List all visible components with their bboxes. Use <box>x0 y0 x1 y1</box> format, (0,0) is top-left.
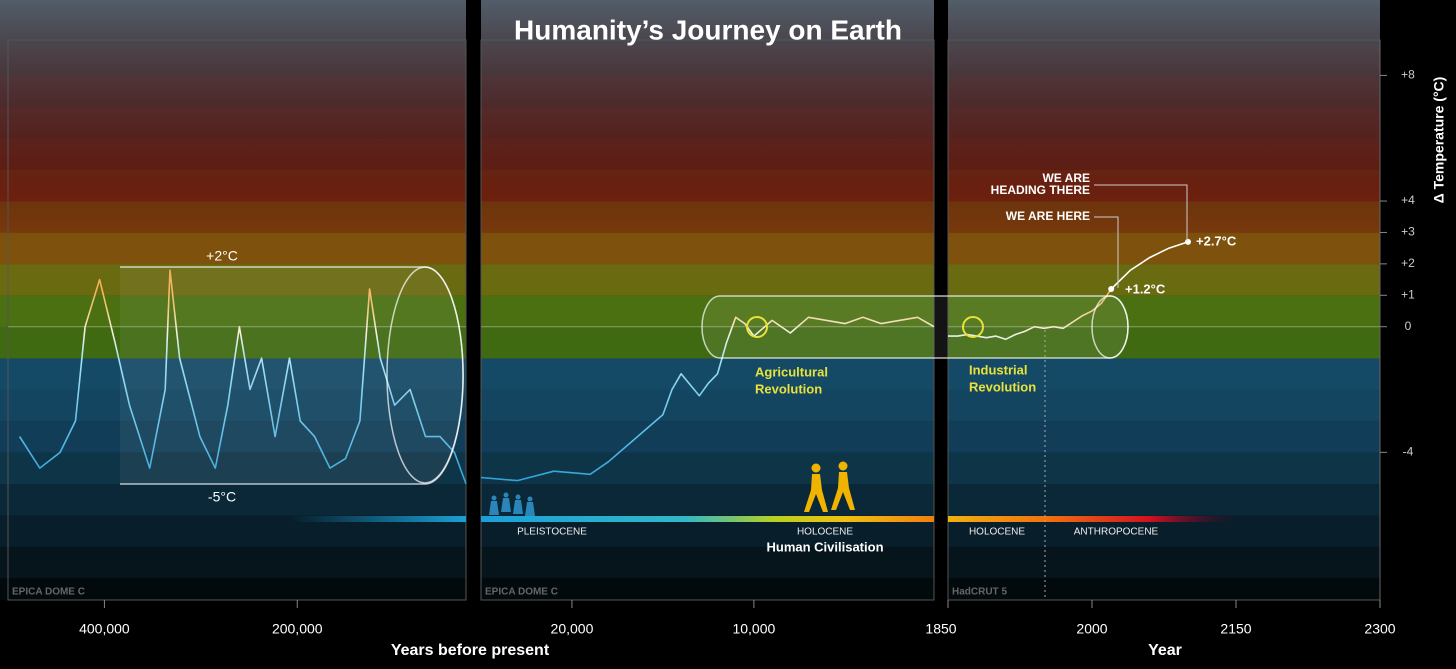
callout-line <box>1094 216 1119 288</box>
cylinder-label: +2°C <box>206 248 238 264</box>
source-label: EPICA DOME C <box>485 587 558 598</box>
event-marker <box>746 316 768 338</box>
figure-head <box>838 461 848 471</box>
x-tick-label: 20,000 <box>551 621 594 637</box>
stripe <box>0 295 1456 328</box>
value-label: +2.7°C <box>1196 233 1237 248</box>
callout-label: WE ARE HERE <box>1006 209 1090 223</box>
y-tick-label: +2 <box>1401 256 1415 270</box>
x-tick-label: 200,000 <box>272 621 323 637</box>
event-label: Agricultural <box>755 364 828 379</box>
panel-frame <box>7 39 467 601</box>
callout-label: WE ARE <box>1042 171 1090 185</box>
figure-head <box>811 463 821 473</box>
stripe <box>0 452 1456 485</box>
cylinder <box>701 295 1129 359</box>
event-label: Revolution <box>755 381 822 396</box>
stripe <box>0 358 1456 390</box>
stripe <box>0 546 1456 579</box>
figure-head <box>503 492 509 498</box>
epoch-label: HOLOCENE <box>969 527 1025 538</box>
y-tick-label: 0 <box>1405 319 1412 333</box>
figure-body <box>501 498 511 512</box>
x-tick-label: 400,000 <box>79 621 130 637</box>
epoch-label: ANTHROPOCENE <box>1074 527 1159 538</box>
cylinder-end <box>386 266 464 484</box>
figure-body <box>804 474 828 512</box>
stripe <box>0 484 1456 516</box>
gap <box>466 0 481 669</box>
current-point <box>1108 286 1115 293</box>
callout-line <box>1094 184 1188 241</box>
era-label: Human Civilisation <box>766 539 883 554</box>
x-axis-title: Year <box>1148 642 1182 659</box>
event-label: Revolution <box>969 379 1036 394</box>
projection-end <box>1185 238 1191 245</box>
y-tick-label: +1 <box>1401 287 1415 301</box>
y-tick-label: -4 <box>1403 445 1414 459</box>
x-tick-label: 2000 <box>1076 621 1107 637</box>
x-tick-label: 10,000 <box>732 621 775 637</box>
x-axis-title: Years before present <box>391 642 550 659</box>
epoch-label: HOLOCENE <box>797 527 853 538</box>
x-tick-label: 2150 <box>1220 621 1251 637</box>
epoch-bar <box>481 516 934 522</box>
epoch-bar <box>948 516 1238 522</box>
epoch-bar <box>290 516 466 522</box>
cylinder-end <box>1091 295 1129 359</box>
cylinder <box>120 266 464 485</box>
value-label: +1.2°C <box>1125 281 1166 296</box>
figure-head <box>515 494 521 500</box>
figure-body <box>513 500 523 514</box>
source-label: HadCRUT 5 <box>952 587 1007 598</box>
right-margin <box>1380 0 1456 669</box>
y-tick-label: +8 <box>1401 68 1415 82</box>
stripe <box>0 389 1456 422</box>
figure-body <box>525 502 535 516</box>
figure-head <box>527 496 533 502</box>
event-label: Industrial <box>969 362 1028 377</box>
figure-body <box>831 472 855 510</box>
cylinder-label: -5°C <box>208 489 236 505</box>
stripe <box>0 421 1456 453</box>
y-tick-label: +4 <box>1401 193 1415 207</box>
temperature-line <box>18 269 467 485</box>
temperature-line <box>480 316 935 482</box>
event-marker <box>962 316 984 338</box>
stripe <box>0 264 1456 296</box>
epoch-label: PLEISTOCENE <box>517 527 587 538</box>
x-tick-label: 2300 <box>1364 621 1395 637</box>
gap <box>934 0 948 669</box>
y-tick-label: +3 <box>1401 225 1415 239</box>
figure-head <box>491 495 497 501</box>
panel-frame <box>480 39 935 601</box>
x-tick-label: 1850 <box>925 621 956 637</box>
projection-line <box>1110 241 1189 290</box>
source-label: EPICA DOME C <box>12 587 85 598</box>
figure-body <box>489 501 499 515</box>
y-axis-title: Δ Temperature (°C) <box>1431 77 1447 204</box>
bottom-band <box>0 600 1456 669</box>
callout-label: HEADING THERE <box>991 183 1090 197</box>
chart-title: Humanity’s Journey on Earth <box>514 14 902 45</box>
